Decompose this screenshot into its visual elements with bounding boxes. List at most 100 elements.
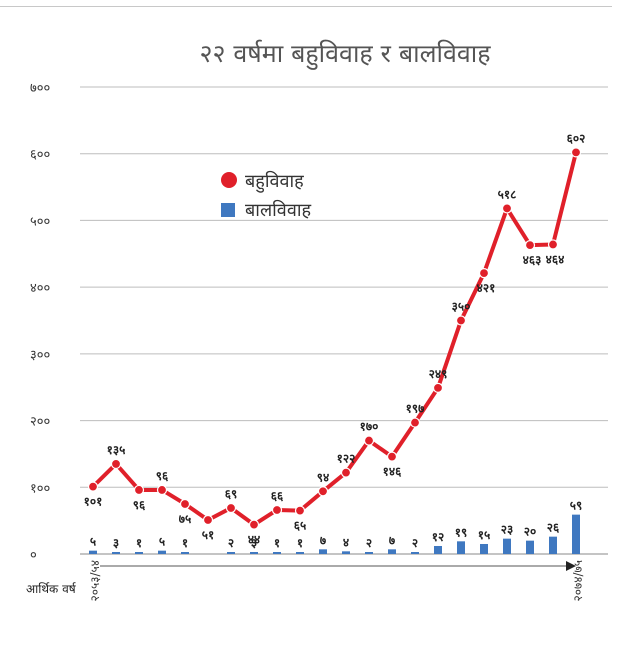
bar-value-label: ३ <box>113 536 119 550</box>
line-value-label: ४६३ <box>523 253 542 267</box>
line-value-label: १२२ <box>337 452 356 466</box>
y-tick-label: २०० <box>30 415 50 430</box>
line-point <box>317 486 329 497</box>
y-tick-label: ४०० <box>30 281 50 296</box>
bar-value-label: ५ <box>159 535 165 549</box>
line-point <box>133 484 145 496</box>
legend-swatch-polygamy <box>221 172 237 188</box>
line-value-label: ४४ <box>248 533 260 547</box>
line-value-label: ९६ <box>133 498 146 512</box>
line-value-label: ५१८ <box>498 187 517 201</box>
bar-value-label: ७ <box>320 533 327 547</box>
bar-value-label: ५ <box>90 535 96 549</box>
line-point <box>524 240 536 251</box>
line-value-label: ६९ <box>225 487 237 501</box>
legend-label-child-marriage: बालविवाह <box>245 199 311 221</box>
line-value-label: १९७ <box>406 402 425 416</box>
bar <box>112 551 120 554</box>
bar-value-label: १ <box>182 536 188 550</box>
bar <box>388 549 396 554</box>
y-tick-label: ७०० <box>30 81 50 96</box>
line-point <box>455 315 467 326</box>
line-point <box>501 203 513 214</box>
bar <box>296 552 304 554</box>
bar-value-label: २६ <box>547 521 560 535</box>
top-rule <box>0 6 612 7</box>
bar <box>342 551 350 554</box>
bar-value-label: २ <box>228 536 234 550</box>
line-point <box>110 458 122 470</box>
line-point <box>570 147 582 158</box>
line-point <box>271 504 283 516</box>
bar <box>480 543 488 554</box>
bar <box>411 552 419 554</box>
line-point <box>202 514 214 526</box>
bar-value-label: २ <box>366 536 372 550</box>
line-point <box>478 268 490 279</box>
bar <box>457 541 465 554</box>
line-value-label: १०१ <box>84 495 103 509</box>
axes: ० १०० २०० ३०० ४०० ५०० ६०० ७०० आर्थिक वर्ष २०५३/५४… <box>26 81 585 601</box>
line-point <box>294 505 306 516</box>
bar <box>526 540 534 554</box>
y-tick-label: ६०० <box>30 148 50 163</box>
bar-value-label: २३ <box>501 523 513 537</box>
polygamy-series-line <box>91 150 578 527</box>
bar-value-label: २० <box>524 525 536 539</box>
line-point <box>340 467 352 478</box>
y-tick-label: ५०० <box>30 214 50 229</box>
line-point <box>432 382 444 393</box>
polygamy-line <box>91 150 578 527</box>
line-value-label: ७५ <box>179 512 191 526</box>
bar-value-label: १ <box>274 536 280 550</box>
x-axis-arrow <box>566 561 576 571</box>
bar-value-label: २ <box>412 536 418 550</box>
line-point <box>87 481 99 492</box>
bar-value-label: १२ <box>432 530 444 544</box>
x-last-label: २०७४/७५ <box>571 560 585 601</box>
line-value-label: १४६ <box>383 465 402 479</box>
line-value-label: १७० <box>360 420 379 434</box>
line-point <box>409 417 421 428</box>
bar <box>503 538 511 554</box>
bar-value-label: १९ <box>455 525 467 539</box>
bar <box>319 549 327 554</box>
y-tick-label: १०० <box>30 481 50 496</box>
bar <box>365 552 373 554</box>
bar-value-label: ४ <box>343 535 349 549</box>
legend-swatch-child-marriage <box>221 203 235 217</box>
bar <box>135 552 143 554</box>
bar <box>89 550 97 554</box>
line-value-label: ६०२ <box>567 131 586 145</box>
x-axis-title: आर्थिक वर्ष <box>26 582 77 596</box>
line-value-label: ६५ <box>294 519 306 533</box>
line-value-label: ५१ <box>202 528 214 542</box>
data-labels: ५ ३ १ ५ १ २ ३ १ १ ७ ४ २ ७ २ १२ १९ १५ २३ २० २६५९१०११३५९६९६७५… <box>84 131 586 550</box>
bar <box>158 550 166 554</box>
line-point <box>179 498 191 510</box>
bar-value-label: १५ <box>478 528 490 542</box>
bar-value-label: १ <box>136 536 142 550</box>
line-point <box>547 239 559 250</box>
line-value-label: ४२१ <box>477 281 496 295</box>
x-first-label: २०५३/५४ <box>88 560 102 601</box>
legend-label-polygamy: बहुविवाह <box>245 170 304 193</box>
line-value-label: ४६४ <box>546 252 565 266</box>
line-value-label: ९६ <box>156 469 169 483</box>
y-tick-label: ३०० <box>30 348 50 363</box>
line-value-label: २४९ <box>429 367 448 381</box>
bar <box>549 536 557 554</box>
line-point <box>156 484 168 496</box>
bar <box>572 514 580 554</box>
line-value-label: ६६ <box>271 489 284 503</box>
polygamy-points <box>87 147 582 530</box>
chart-title: २२ वर्षमा बहुविवाह र बालविवाह <box>199 39 491 70</box>
bar <box>181 552 189 554</box>
bar <box>273 552 281 554</box>
line-value-label: ९४ <box>317 470 329 484</box>
legend: बहुविवाह बालविवाह <box>221 170 311 221</box>
line-point <box>225 502 237 514</box>
bar-value-label: ३ <box>251 536 257 550</box>
bar-value-label: ५९ <box>570 499 582 513</box>
